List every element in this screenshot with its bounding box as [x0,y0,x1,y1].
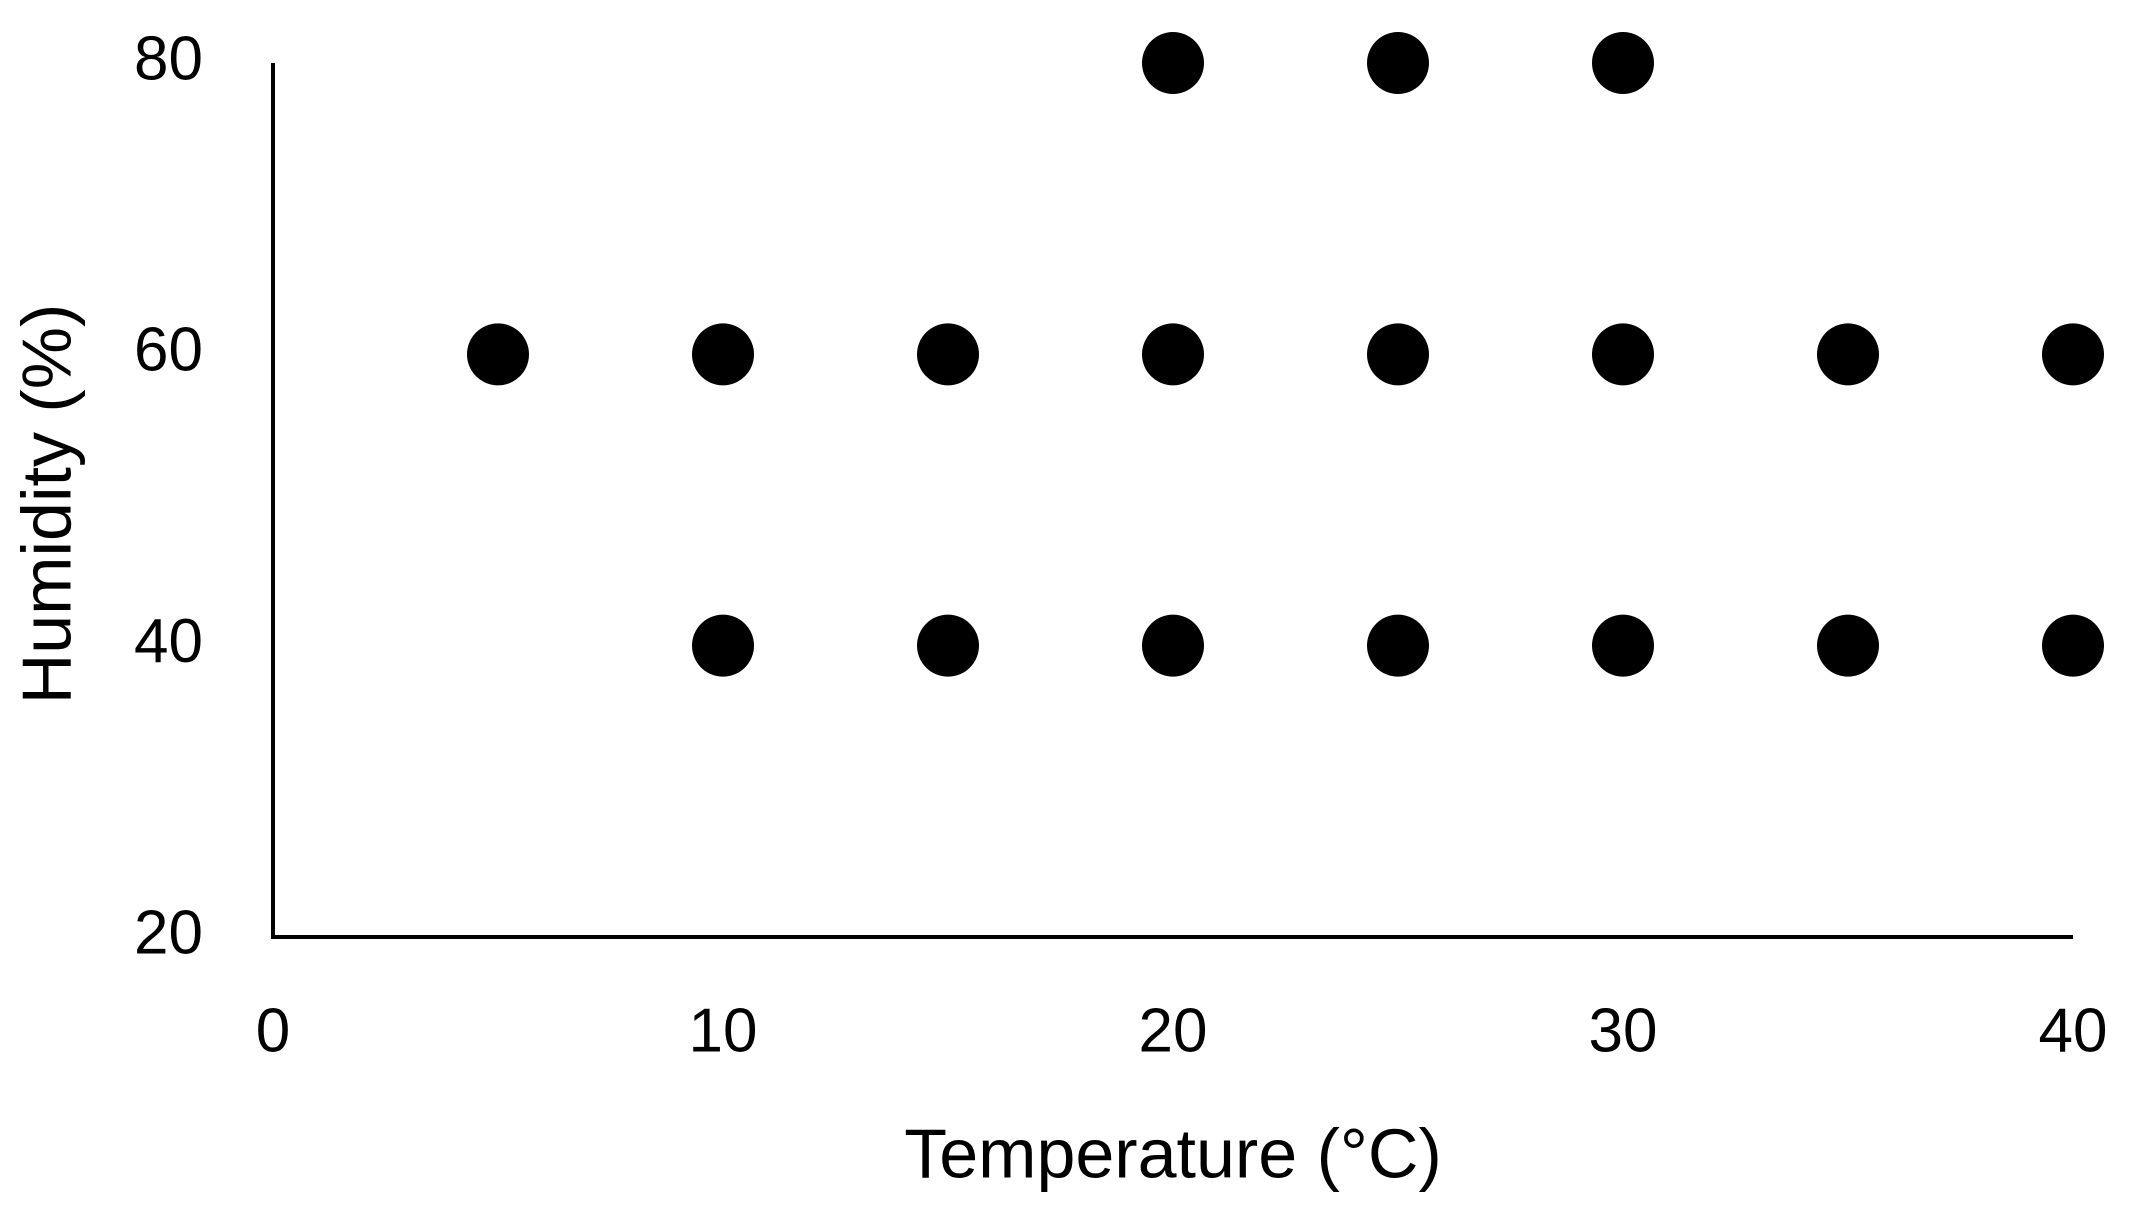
point [1367,614,1429,677]
y-tick-label: 60 [134,316,203,385]
point [2042,323,2104,386]
point [1142,614,1204,677]
x-tick-label: 30 [1589,996,1658,1065]
point [1592,323,1654,386]
point [1142,32,1204,94]
point [692,323,754,386]
point [467,323,529,386]
point [1142,323,1204,386]
point [917,614,979,677]
x-tick-label: 20 [1139,996,1208,1065]
x-tick-label: 40 [2039,996,2108,1065]
point [1817,323,1879,386]
y-axis-title: Humidity (%) [7,304,85,705]
point [1817,614,1879,677]
y-tick-label: 80 [134,24,203,93]
x-tick-label: 0 [256,996,290,1065]
y-tick-label: 40 [134,607,203,676]
x-axis-title: Temperature (°C) [904,1114,1442,1192]
point [2042,614,2104,677]
point [1367,323,1429,386]
point [1367,32,1429,94]
y-tick-label: 20 [134,898,203,967]
point [917,323,979,386]
x-tick-label: 10 [689,996,758,1065]
point [1592,32,1654,94]
point [692,614,754,677]
point [1592,614,1654,677]
